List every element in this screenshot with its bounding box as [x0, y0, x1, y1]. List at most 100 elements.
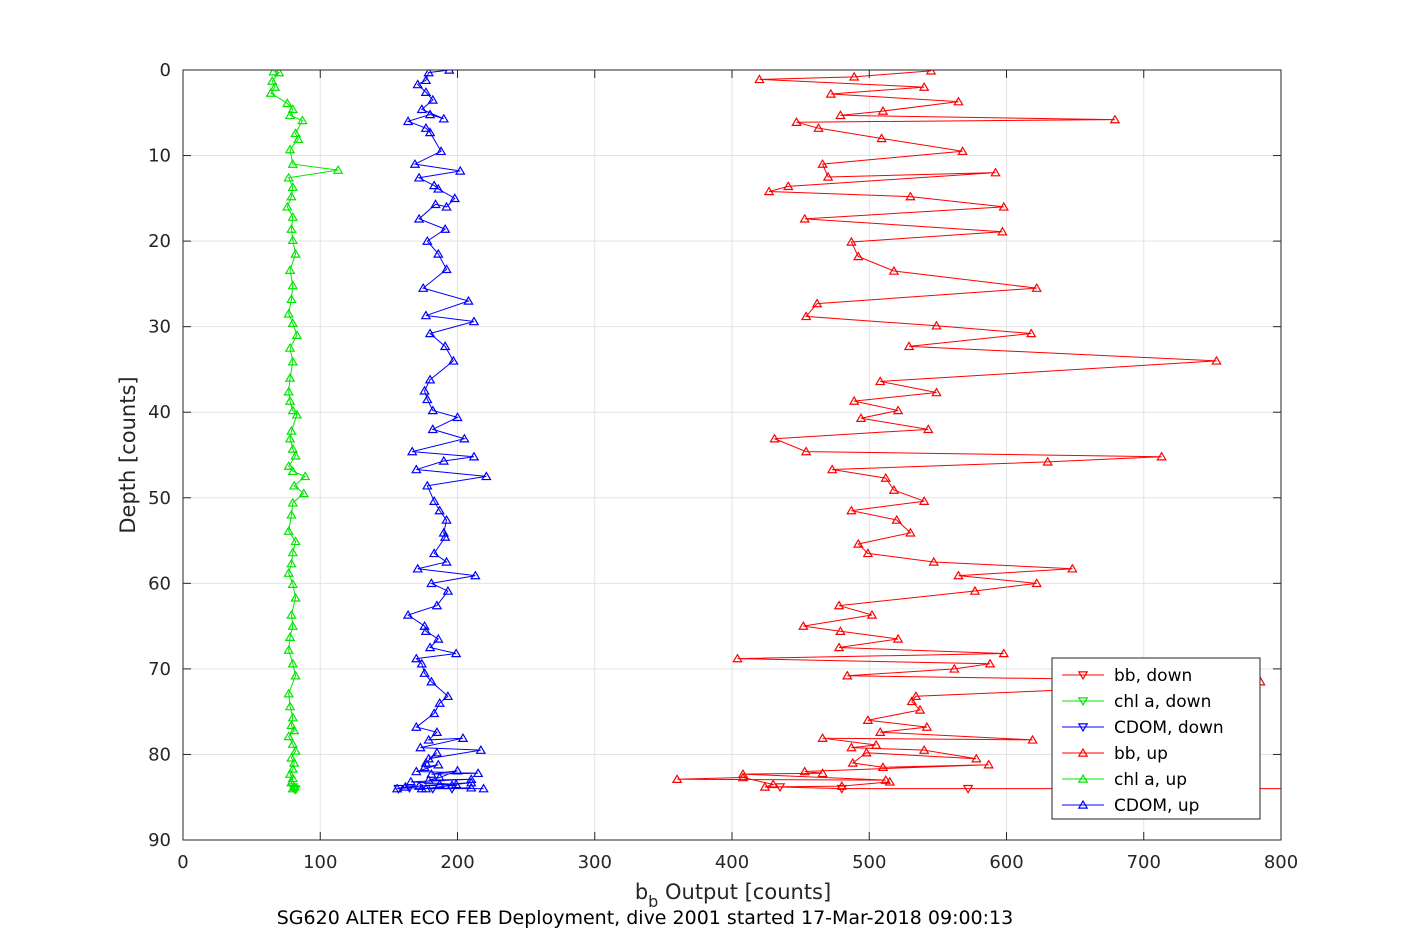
data-point: [268, 70, 279, 76]
data-point: [282, 98, 293, 108]
data-point: [290, 670, 301, 680]
data-point: [969, 585, 981, 595]
series-bb-up: [671, 70, 1266, 791]
data-point: [283, 172, 294, 182]
data-point: [870, 739, 882, 749]
data-point: [299, 471, 311, 481]
data-point: [983, 759, 994, 769]
data-point: [283, 386, 294, 396]
data-point: [438, 113, 450, 123]
data-point: [459, 433, 470, 443]
x-tick-label: 400: [715, 852, 749, 873]
x-tick-label: 500: [852, 852, 886, 873]
data-point: [419, 667, 430, 677]
data-point: [1067, 563, 1078, 573]
data-point: [446, 784, 458, 794]
x-axis-title-subscript: b: [648, 892, 658, 911]
series-chl-a-up: [265, 70, 344, 793]
legend-entry-label: chl a, down: [1114, 692, 1211, 712]
data-point: [799, 213, 810, 223]
data-point: [427, 94, 439, 104]
legend-marker-sample: [1077, 697, 1089, 707]
data-point: [284, 395, 296, 405]
series-chl-a-down: [287, 783, 301, 795]
data-point: [412, 79, 423, 89]
data-point: [472, 768, 484, 778]
data-point: [892, 633, 904, 643]
data-point: [288, 725, 300, 735]
data-point: [402, 116, 414, 126]
data-point: [423, 774, 434, 784]
legend-marker-sample: [1077, 747, 1089, 757]
data-point: [971, 753, 982, 763]
data-point: [874, 376, 886, 386]
data-point: [835, 110, 846, 120]
data-point: [287, 620, 299, 630]
data-point: [424, 374, 436, 384]
data-point: [419, 762, 430, 772]
data-point: [877, 105, 889, 115]
x-axis-title-main: b: [635, 880, 648, 904]
data-point: [732, 653, 743, 663]
data-point: [422, 480, 433, 490]
data-point: [457, 733, 469, 742]
data-point: [439, 531, 451, 541]
data-point: [428, 708, 440, 718]
data-point: [800, 311, 812, 321]
data-point: [434, 779, 445, 789]
data-point: [286, 425, 297, 435]
data-point: [783, 181, 794, 191]
data-point: [413, 213, 425, 223]
plot-area: [265, 70, 1281, 795]
data-point: [842, 670, 853, 680]
data-point: [791, 117, 802, 126]
data-point: [463, 295, 474, 305]
legend-marker-sample: [1077, 723, 1089, 733]
data-point: [465, 774, 477, 784]
data-point: [283, 688, 294, 698]
data-point: [433, 759, 444, 769]
legend-entry-label: bb, up: [1114, 744, 1168, 764]
data-point: [825, 88, 837, 98]
data-point: [874, 727, 886, 736]
data-point: [846, 742, 857, 752]
data-point: [411, 766, 422, 776]
data-point: [424, 127, 436, 137]
data-point: [441, 264, 452, 274]
data-point: [283, 525, 294, 535]
data-point: [283, 460, 294, 470]
data-point: [1027, 734, 1038, 744]
data-point: [287, 579, 299, 588]
data-point: [286, 609, 297, 619]
axis-ticks: [182, 69, 1282, 841]
data-point: [273, 70, 285, 77]
data-point: [286, 191, 297, 201]
data-point: [957, 146, 968, 156]
data-point: [426, 578, 437, 588]
data-point: [286, 752, 297, 762]
data-point: [962, 784, 974, 794]
data-point: [435, 146, 447, 156]
data-point: [419, 385, 430, 395]
data-point: [442, 585, 454, 595]
data-point: [817, 158, 828, 168]
data-point: [416, 658, 428, 668]
data-point: [1211, 355, 1222, 365]
x-tick-label: 800: [1264, 852, 1298, 873]
legend-marker-sample: [1077, 671, 1089, 681]
data-point: [918, 496, 930, 505]
data-point: [439, 223, 451, 233]
data-point: [283, 308, 294, 318]
data-point: [286, 294, 297, 304]
data-point: [422, 235, 433, 245]
data-point: [441, 556, 452, 566]
legend-marker-sample: [1077, 799, 1089, 809]
data-point: [880, 472, 891, 482]
legend-entry-label: bb, down: [1114, 666, 1192, 686]
data-point: [910, 691, 922, 701]
data-point: [1031, 578, 1042, 588]
data-point: [290, 248, 301, 258]
data-point: [265, 87, 277, 97]
data-point: [923, 424, 934, 434]
